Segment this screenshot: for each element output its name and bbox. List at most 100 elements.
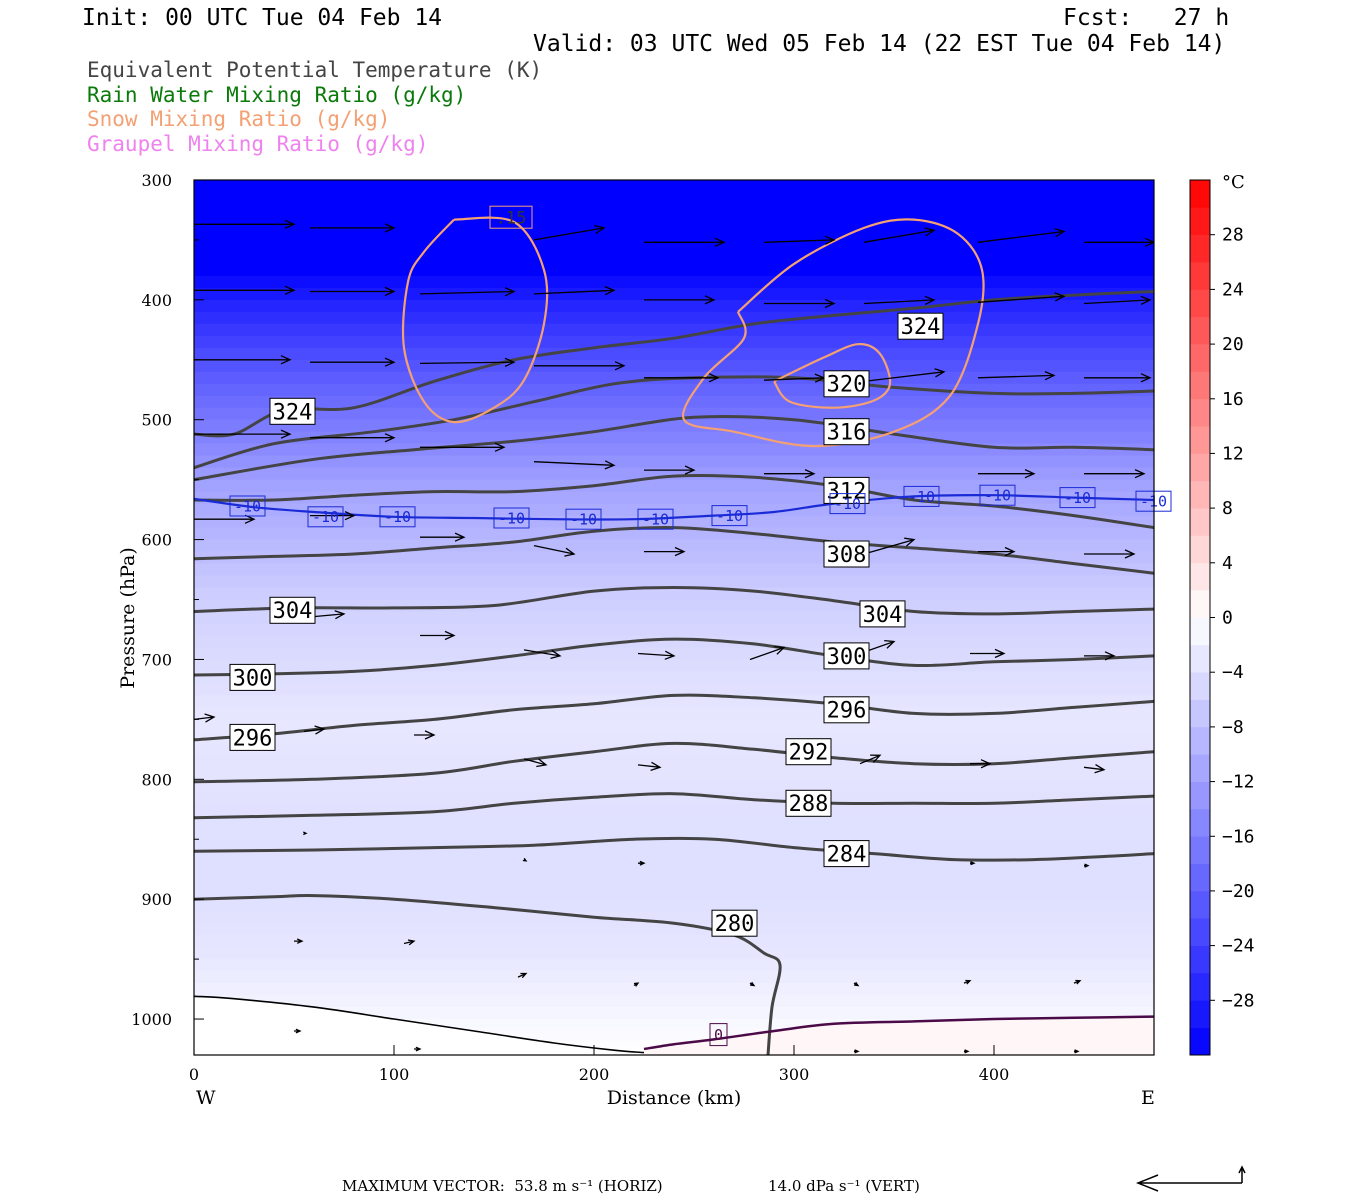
theta-e-label-text: 324 <box>901 315 941 340</box>
x-tick-label: 100 <box>379 1065 410 1084</box>
wind-vector <box>303 831 308 836</box>
theta-e-label: 312 <box>823 476 870 504</box>
theta-e-contour <box>194 741 1154 784</box>
wind-vector <box>194 429 292 439</box>
temp-band <box>194 192 1154 205</box>
snow-contour <box>401 216 549 424</box>
temp-band <box>194 204 1154 217</box>
wind-vector <box>294 1028 302 1034</box>
colorbar-segment <box>1190 781 1210 810</box>
theta-e-label-box <box>229 663 276 691</box>
temp-band <box>194 959 1154 972</box>
max-vector-horiz-arrow <box>1135 1174 1242 1192</box>
axes: 300 400 500 600 700 800 900 1000 0 100 200 300 400 <box>131 171 1009 1084</box>
wind-vector <box>637 650 676 660</box>
isotherm-label-box <box>565 508 602 530</box>
theta-e-label-box <box>897 312 944 340</box>
isotherm-label: -10 <box>493 507 530 529</box>
colorbar-segment <box>1190 344 1210 372</box>
wind-vector <box>310 433 396 443</box>
theta-e-label-box <box>785 738 832 766</box>
wind-vector <box>420 532 466 542</box>
y-axis-title: Pressure (hPa) <box>117 547 139 689</box>
colorbar-segment <box>1190 1027 1210 1056</box>
zero-isotherm-label-text: 0 <box>714 1026 723 1044</box>
legend-rain: Rain Water Mixing Ratio (g/kg) <box>87 83 467 107</box>
colorbar-segment <box>1190 890 1210 919</box>
zero-isotherm <box>643 1015 1154 1051</box>
theta-e-contour <box>194 473 1154 530</box>
theta-e-label-box <box>229 723 276 751</box>
wind-vector <box>1084 469 1146 479</box>
temp-band <box>194 323 1154 337</box>
x-tick-label: 300 <box>779 1065 810 1084</box>
theta-e-label-text: 308 <box>827 543 867 568</box>
snow-label-text: .15 <box>496 208 527 228</box>
x-tick-label: 400 <box>979 1065 1010 1084</box>
theta-e-label-text: 280 <box>715 912 755 937</box>
valid-time: Valid: 03 UTC Wed 05 Feb 14 (22 EST Tue … <box>533 31 1226 57</box>
theta-e-label-box <box>269 596 316 624</box>
terrain-line <box>194 995 645 1054</box>
zero-isotherm-label: 0 <box>709 1023 728 1047</box>
isotherm-label-text: -10 <box>312 508 339 526</box>
isotherm-label-text: -10 <box>1064 489 1091 507</box>
temp-band <box>194 227 1154 241</box>
theta-e-label-text: 292 <box>789 741 829 766</box>
y-tick-label: 400 <box>141 291 172 310</box>
theta-e-label: 288 <box>785 789 832 817</box>
temp-band <box>194 575 1154 589</box>
wind-vector <box>644 465 696 475</box>
wind-vector <box>977 371 1056 381</box>
wind-vector <box>853 981 860 987</box>
x-east-label: E <box>1141 1087 1155 1109</box>
contours-layer <box>194 216 1154 1055</box>
theta-e-contour <box>194 526 1154 575</box>
colorbar-segment <box>1190 617 1210 646</box>
isotherm-label-text: -10 <box>642 511 669 529</box>
temp-band <box>194 299 1154 313</box>
wind-vector <box>1084 237 1154 247</box>
theta-e-label-text: 284 <box>827 843 867 868</box>
colorbar-tick-label: 4 <box>1222 553 1233 574</box>
temp-band <box>194 239 1154 253</box>
theta-e-label-text: 300 <box>827 645 867 670</box>
colorbar-tick-label: 0 <box>1222 608 1233 629</box>
temp-band <box>194 383 1154 397</box>
colorbar-tick-label: −28 <box>1222 990 1255 1011</box>
wind-vector <box>534 361 626 371</box>
theta-e-contour <box>194 375 1154 470</box>
isotherm-label: -10 <box>829 493 866 515</box>
colorbar-tick-label: 16 <box>1222 389 1244 410</box>
y-tick-label: 700 <box>141 651 172 670</box>
colorbar-segment <box>1190 426 1210 454</box>
theta-e-label: 304 <box>269 596 316 624</box>
theta-e-label: 296 <box>229 723 276 751</box>
x-tick-label: 200 <box>579 1065 610 1084</box>
temp-band <box>194 311 1154 325</box>
wind-vector <box>978 546 1016 557</box>
theta-e-contour <box>194 894 782 1055</box>
temp-band <box>194 443 1154 457</box>
theta-e-label-text: 312 <box>827 479 867 504</box>
wind-vector <box>863 227 936 243</box>
wind-vector <box>1084 863 1090 868</box>
temp-band <box>194 611 1154 625</box>
isotherm-label-text: -10 <box>384 508 411 526</box>
wind-vector <box>1083 295 1152 305</box>
temp-band <box>194 251 1154 265</box>
temp-band <box>194 599 1154 613</box>
theta-e-contour <box>194 792 1154 820</box>
y-tick-label: 300 <box>141 171 172 190</box>
wind-vector <box>420 442 506 452</box>
x-tick-label: 0 <box>189 1065 199 1084</box>
wind-vector <box>1084 373 1152 383</box>
isotherm-label-text: -10 <box>908 488 935 506</box>
wind-vector <box>523 649 562 660</box>
colorbar-segment <box>1190 562 1210 591</box>
theta-e-label: 280 <box>711 909 758 937</box>
temp-band <box>194 431 1154 445</box>
temp-band <box>194 587 1154 601</box>
wind-vector <box>644 373 720 383</box>
temp-band <box>194 719 1154 732</box>
